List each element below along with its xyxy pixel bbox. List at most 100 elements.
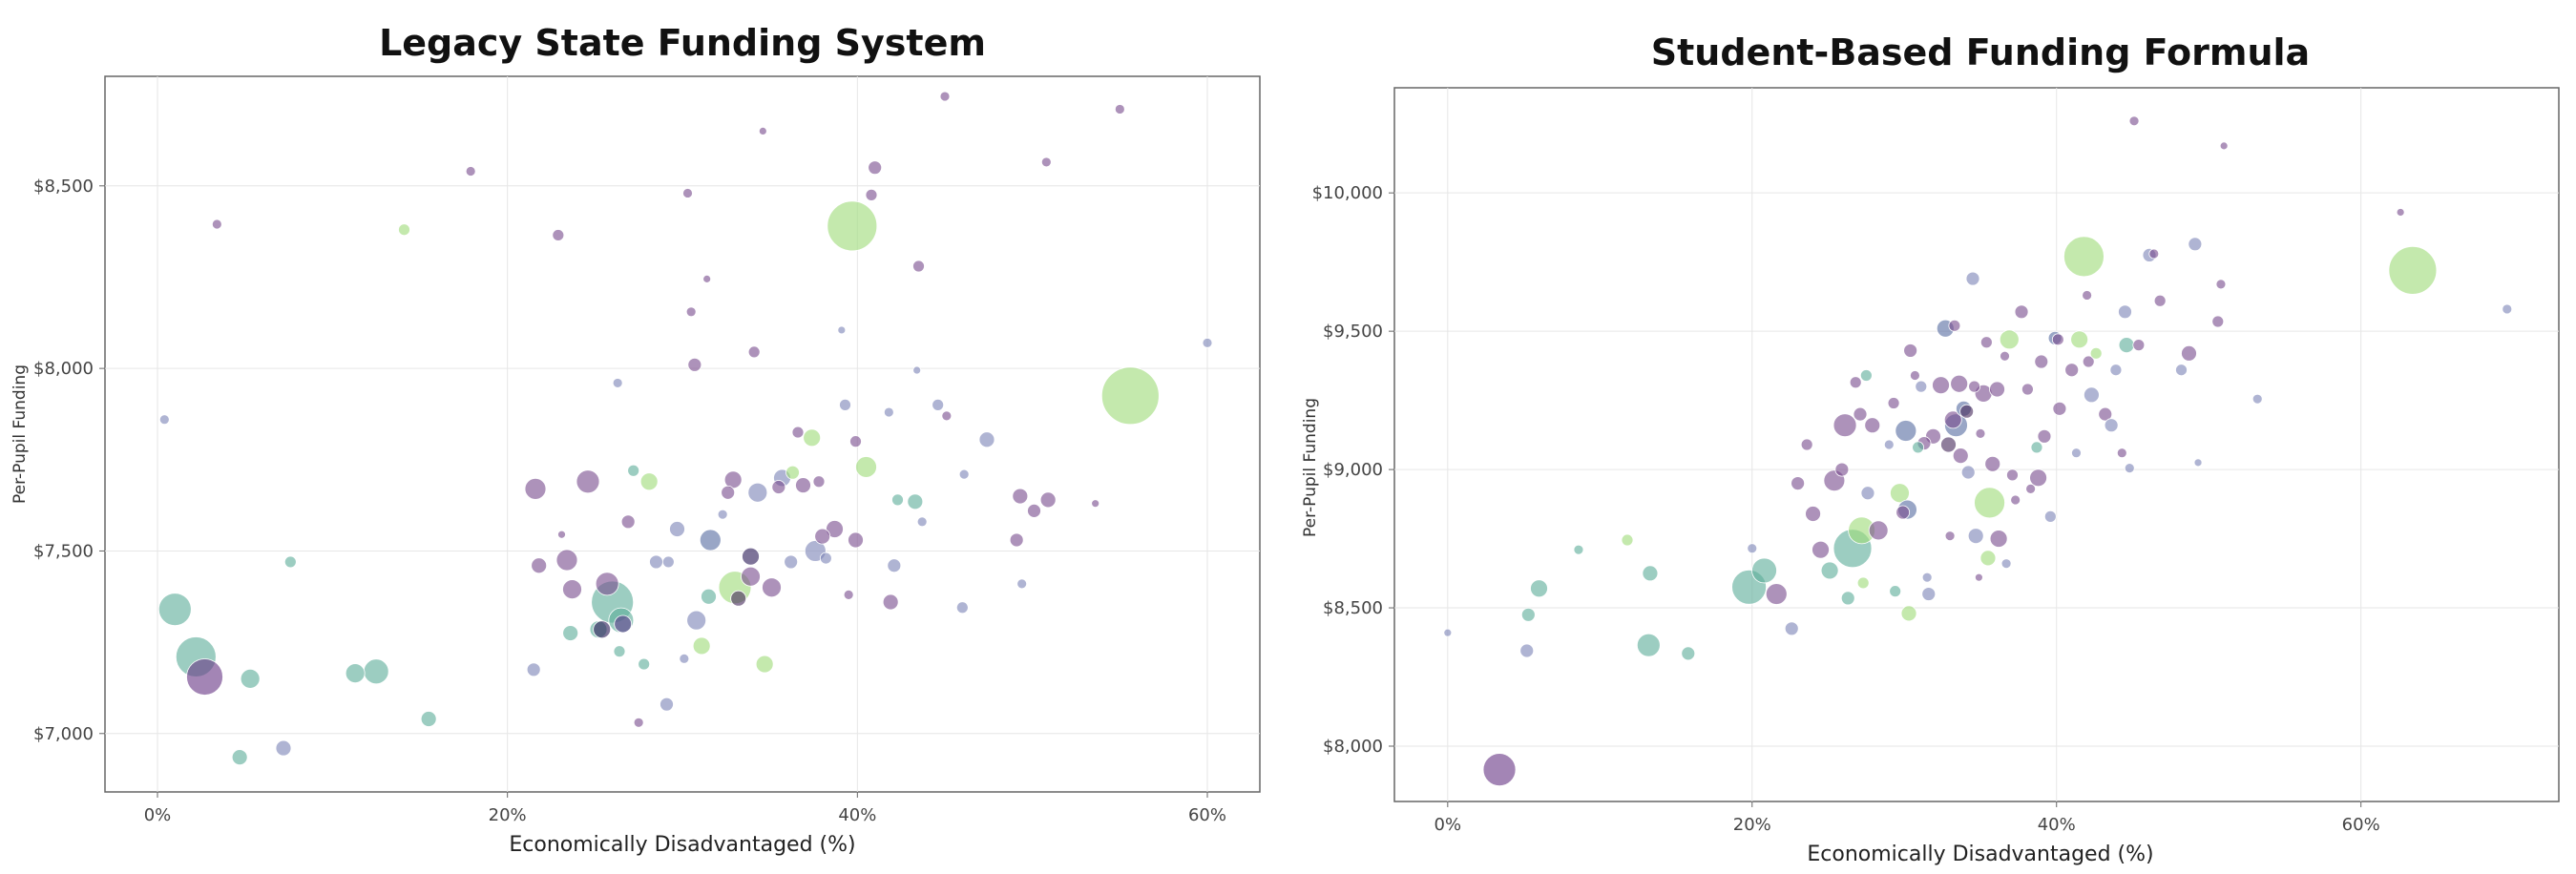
data-point-legacy [827,200,878,252]
data-point-legacy [916,516,928,528]
data-point-legacy [958,468,970,480]
data-point-student-based [2148,248,2160,260]
data-point-legacy [907,493,924,510]
data-point-student-based [1974,572,1983,582]
data-point-legacy [562,579,582,600]
data-point-legacy [1091,499,1100,509]
data-point-student-based [1948,319,1961,332]
chart-legacy: 0% 20% 40% 60% $7,000 $7,500 $8,000 $8,500 Leg… [10,22,1261,857]
data-point-legacy [1016,578,1028,590]
data-point-legacy [891,493,904,507]
data-point-student-based [1784,621,1799,636]
data-point-student-based [1883,439,1895,450]
data-point-student-based [1890,483,1910,504]
data-point-student-based [2124,463,2135,474]
data-point-student-based [2098,406,2113,422]
data-point-student-based [2082,290,2093,301]
data-point-student-based [1887,397,1900,409]
data-point-legacy [398,223,410,237]
data-point-student-based [2116,447,2127,459]
data-point-legacy [717,509,728,520]
y-tick-label: $8,000 [1323,737,1383,757]
data-point-legacy [747,482,768,503]
data-point-legacy [791,426,805,439]
data-point-student-based [1989,530,2008,548]
data-point-student-based [1895,420,1917,442]
data-point-legacy [639,472,659,491]
data-point-student-based [1944,531,1956,542]
data-point-legacy [283,555,297,569]
data-point-legacy [941,410,953,422]
data-point-legacy [887,558,902,573]
data-point-student-based [1984,455,2001,472]
points-legacy [157,91,1213,766]
data-point-legacy [420,711,437,727]
data-point-student-based [1989,381,2005,398]
data-point-student-based [1965,271,1980,286]
data-point-legacy [855,456,877,478]
data-point-student-based [2021,383,2034,396]
data-point-legacy [932,398,945,411]
data-point-student-based [1681,646,1696,661]
data-point-student-based [2193,458,2203,468]
data-point-legacy [848,531,864,549]
data-point-legacy [686,610,707,631]
x-axis-label-student-based: Economically Disadvantaged (%) [1807,843,2153,866]
data-point-legacy [620,514,636,530]
data-point-student-based [1765,583,1788,605]
data-point-legacy [240,668,261,689]
data-point-legacy [819,551,832,565]
data-point-student-based [1910,370,1920,381]
data-point-student-based [1967,528,1984,545]
data-point-student-based [2014,304,2029,320]
data-point-student-based [1573,544,1584,555]
data-point-legacy [1009,532,1024,548]
data-point-legacy [660,697,674,712]
gridlines-student-based [1394,88,2559,801]
data-point-student-based [1979,550,1997,567]
data-point-legacy [762,577,782,598]
data-point-legacy [702,274,712,283]
data-point-student-based [2029,468,2047,488]
data-point-student-based [1950,374,1969,393]
x-ticks-legacy: 0% 20% 40% 60% [144,792,1226,825]
data-point-student-based [2153,294,2167,307]
data-point-student-based [2128,115,2140,127]
x-tick-label: 60% [2342,815,2380,835]
data-point-student-based [1921,572,1933,583]
points-student-based [1443,115,2513,787]
y-tick-label: $8,000 [33,359,94,379]
data-point-student-based [1751,557,1777,584]
data-point-legacy [882,593,899,611]
data-point-legacy [524,477,547,500]
data-point-student-based [1849,376,1862,389]
data-point-legacy [826,520,844,538]
data-point-legacy [595,572,619,596]
data-point-legacy [730,590,747,607]
data-point-student-based [1621,533,1634,547]
data-point-student-based [2175,364,2188,377]
data-point-legacy [747,345,761,359]
gridlines-legacy [105,76,1260,792]
data-point-legacy [814,528,831,545]
data-point-student-based [1834,462,1850,477]
y-axis-label-legacy: Per-Pupil Funding [10,364,30,504]
data-point-student-based [2396,208,2405,217]
data-point-legacy [803,428,822,447]
data-point-legacy [812,475,826,489]
data-point-student-based [2025,483,2037,494]
data-point-student-based [2502,303,2513,315]
chart-student-based: 0% 20% 40% 60% $8,000 $8,500 $9,000 $9,500 $10,… [1301,31,2560,866]
data-point-student-based [1943,410,1962,429]
data-point-legacy [661,555,675,569]
data-point-legacy [978,431,995,448]
data-point-student-based [2063,236,2105,278]
data-point-student-based [1979,336,1993,349]
data-point-legacy [1114,104,1125,114]
data-point-student-based [2181,344,2197,362]
data-point-legacy [1027,503,1041,518]
x-tick-label: 20% [489,805,527,825]
data-point-student-based [2030,441,2043,454]
data-point-legacy [771,480,786,494]
data-point-student-based [1820,561,1839,580]
